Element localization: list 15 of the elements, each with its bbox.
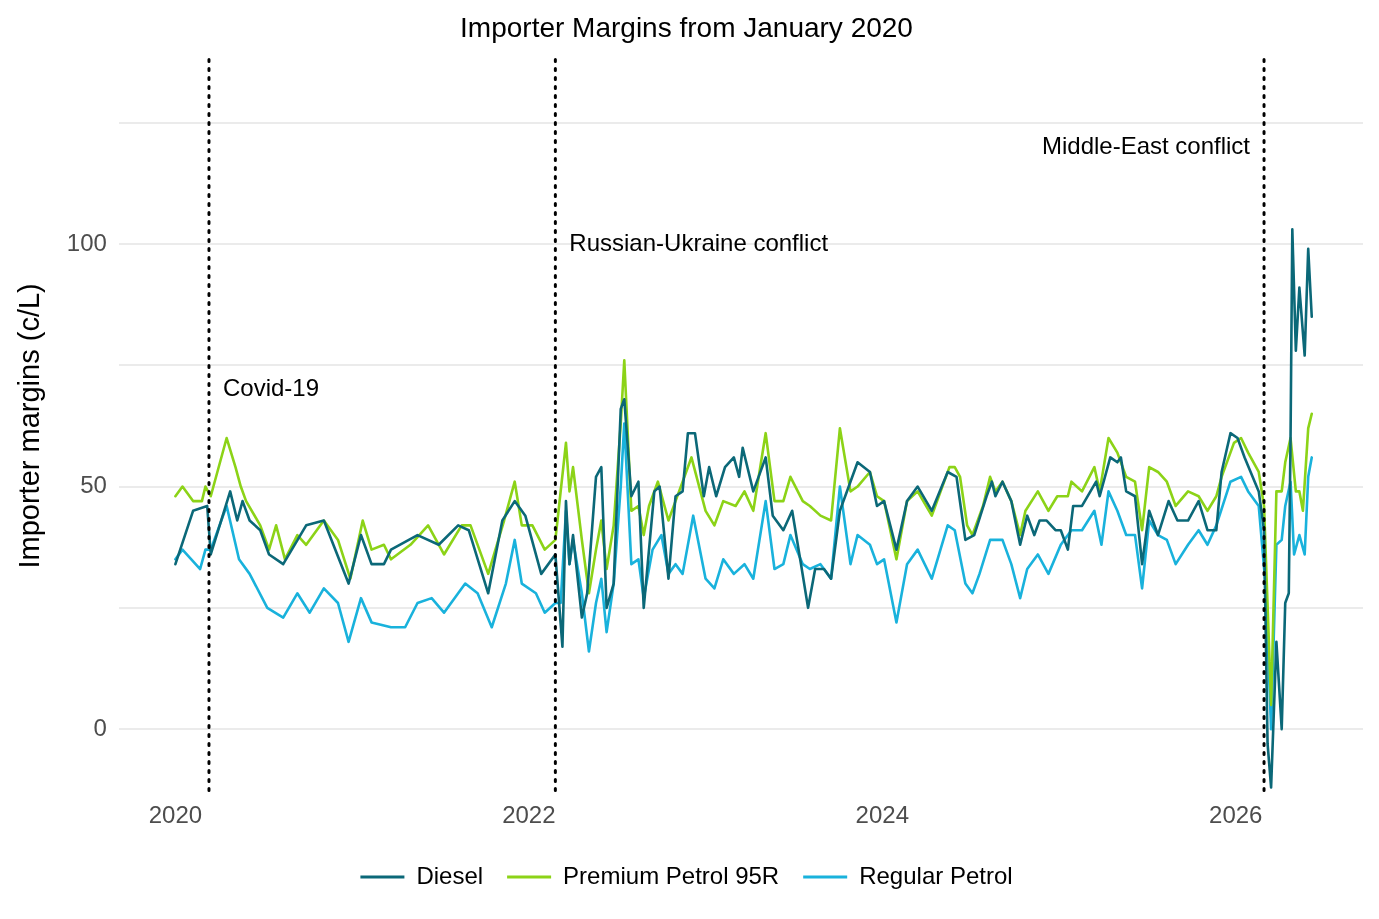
y-tick-label: 50 [80, 471, 107, 499]
x-tick-label: 2022 [502, 801, 556, 829]
annotation: Covid-19 [222, 374, 320, 402]
annotation: Middle-East conflict [1041, 131, 1251, 159]
legend-label: Premium Petrol 95R [563, 861, 780, 889]
chart-title: Importer Margins from January 2020 [460, 11, 913, 43]
annotation: Russian-Ukraine conflict [569, 228, 829, 256]
y-tick-label: 100 [66, 228, 107, 256]
y-axis-title: Importer margins (c/L) [13, 283, 46, 569]
legend-label: Regular Petrol [859, 861, 1013, 889]
legend-label: Diesel [416, 861, 484, 889]
x-tick-label: 2020 [148, 801, 203, 829]
y-tick-label: 0 [93, 713, 107, 741]
x-tick-label: 2026 [1209, 801, 1263, 829]
x-tick-label: 2024 [855, 801, 909, 829]
